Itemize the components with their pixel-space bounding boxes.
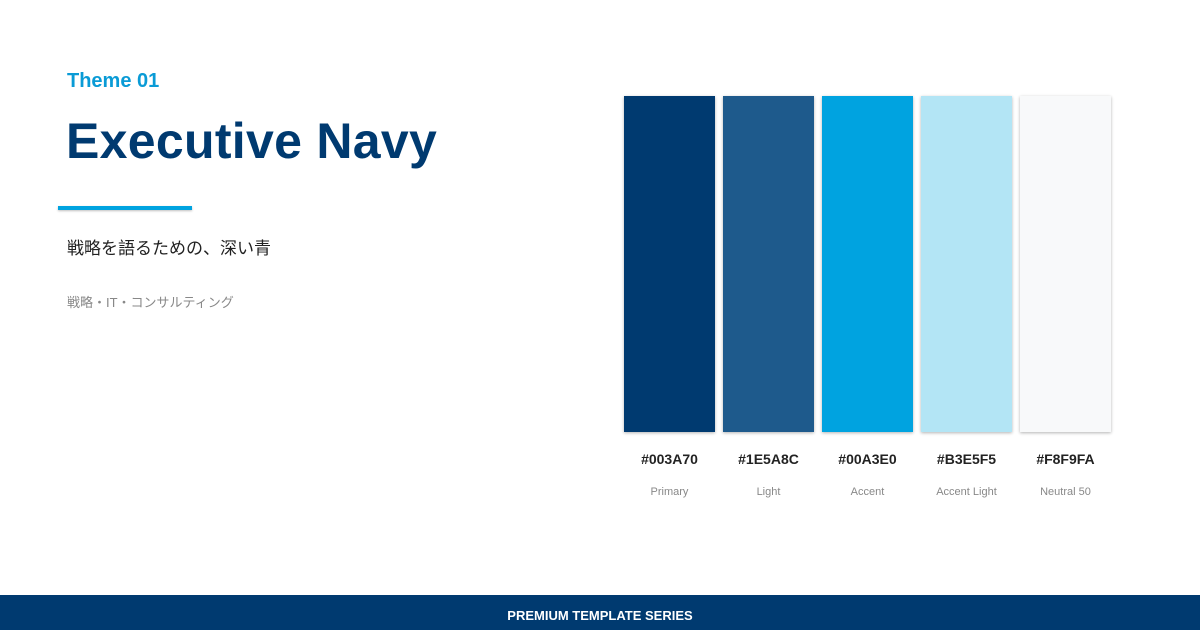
color-name: Neutral 50 — [1040, 486, 1091, 498]
hex-code: #1E5A8C — [738, 451, 799, 467]
color-chip — [1020, 96, 1111, 432]
color-name: Accent — [850, 486, 885, 498]
hex-code: #F8F9FA — [1036, 451, 1095, 467]
hex-code: #003A70 — [641, 451, 698, 467]
swatch: #00A3E0 Accent — [822, 96, 913, 498]
hex-code: #00A3E0 — [838, 451, 897, 467]
color-chip — [822, 96, 913, 432]
tagline: 戦略・IT・コンサルティング — [67, 295, 234, 310]
swatch: #003A70 Primary — [624, 96, 715, 498]
swatch: #B3E5F5 Accent Light — [921, 96, 1012, 498]
swatch: #1E5A8C Light — [723, 96, 814, 498]
color-name: Light — [756, 486, 781, 498]
swatch: #F8F9FA Neutral 50 — [1020, 96, 1111, 498]
color-name: Primary — [650, 486, 689, 498]
color-chip — [723, 96, 814, 432]
color-chip — [624, 96, 715, 432]
subtitle: 戦略を語るための、深い青 — [67, 239, 271, 258]
color-name: Accent Light — [936, 486, 997, 498]
hex-code: #B3E5F5 — [936, 451, 997, 467]
title: Executive Navy — [66, 113, 438, 169]
color-chip — [921, 96, 1012, 432]
theme-label: Theme 01 — [67, 70, 160, 92]
footer: PREMIUM TEMPLATE SERIES — [0, 595, 1200, 630]
swatch-row: #003A70 Primary #1E5A8C Light #00A3E0 Accent #… — [624, 96, 1114, 516]
accent-rule — [58, 206, 192, 210]
